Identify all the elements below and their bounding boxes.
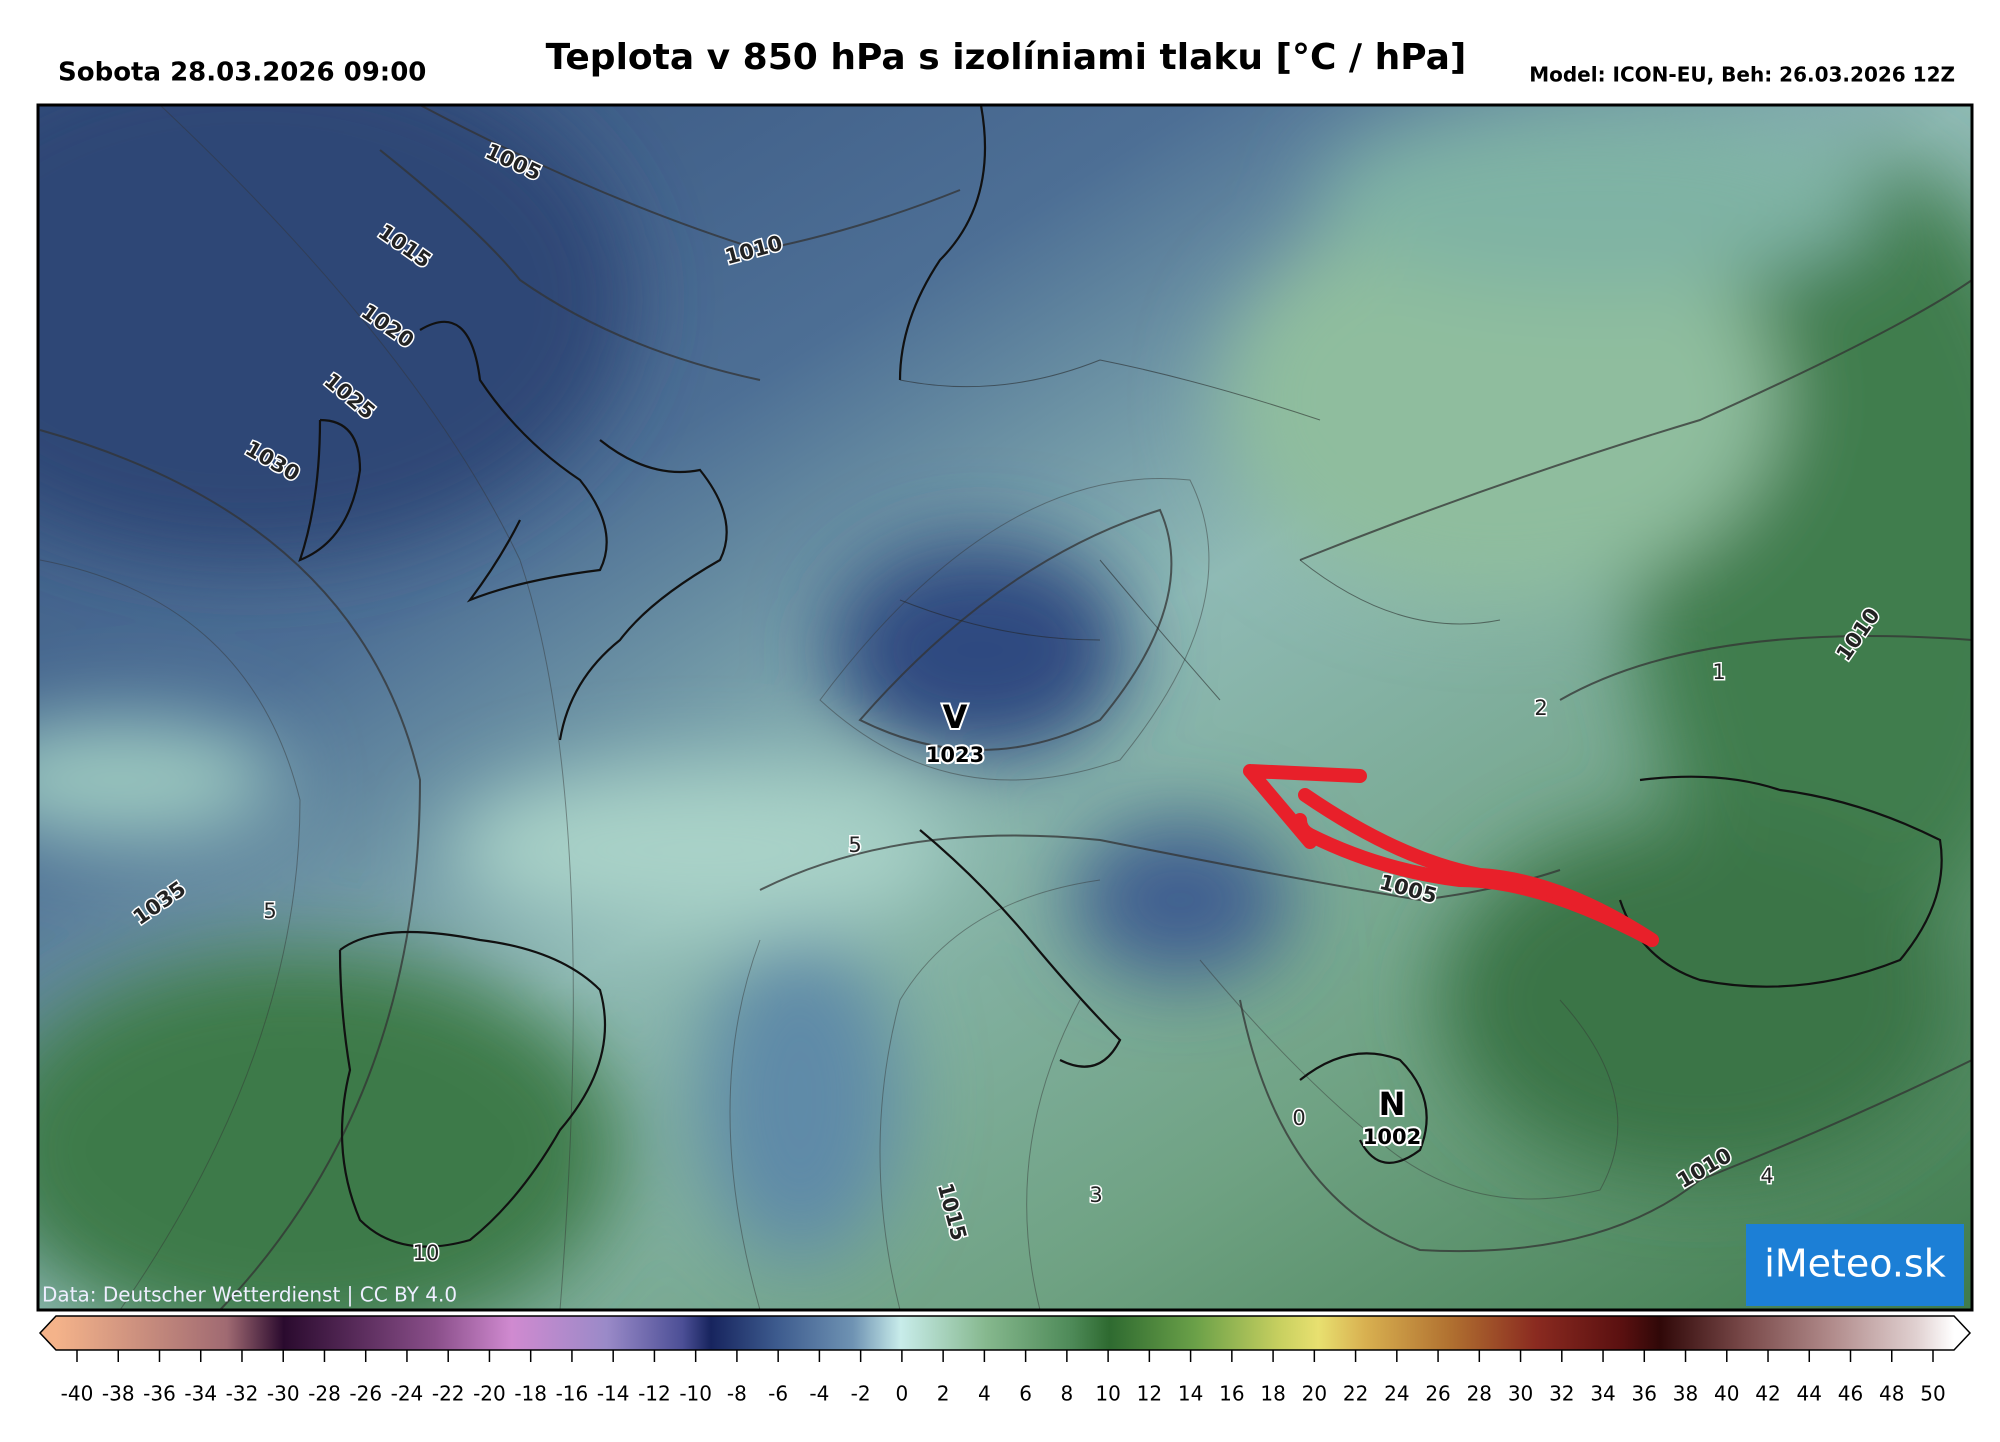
- colorbar-tick-label: 22: [1343, 1382, 1368, 1406]
- colorbar-tick-label: -12: [638, 1382, 671, 1406]
- colorbar-tick-label: -18: [514, 1382, 547, 1406]
- isotherm-label: 3: [1089, 1183, 1102, 1207]
- title: Teplota v 850 hPa s izolíniami tlaku [°C…: [546, 37, 1467, 78]
- date: Sobota 28.03.2026 09:00: [58, 58, 426, 88]
- low-center: N: [1379, 1085, 1406, 1123]
- colorbar-tick-label: 46: [1838, 1382, 1863, 1406]
- isotherm-label: 2: [1534, 696, 1547, 720]
- colorbar-tick-label: -8: [727, 1382, 747, 1406]
- colorbar-tick-label: 24: [1384, 1382, 1409, 1406]
- colorbar-tick-label: 14: [1178, 1382, 1203, 1406]
- colorbar-tick-label: 34: [1590, 1382, 1615, 1406]
- colorbar-tick-label: 48: [1879, 1382, 1904, 1406]
- colorbar-tick-label: 0: [896, 1382, 909, 1406]
- high-center: V: [943, 698, 968, 736]
- colorbar-tick-label: 2: [937, 1382, 950, 1406]
- colorbar-tick-label: 4: [978, 1382, 991, 1406]
- colorbar-tick-label: 18: [1260, 1382, 1285, 1406]
- colorbar-tick-label: 44: [1797, 1382, 1822, 1406]
- logo-box: [1746, 1224, 1964, 1306]
- colorbar-tick-label: 40: [1714, 1382, 1739, 1406]
- low-pressure: 1002: [1363, 1125, 1421, 1149]
- colorbar-tick-label: -2: [851, 1382, 871, 1406]
- colorbar-tick-label: -14: [597, 1382, 630, 1406]
- colorbar-tick-label: -24: [391, 1382, 424, 1406]
- logo[interactable]: iMeteo.sk: [1746, 1224, 1964, 1306]
- map: [38, 105, 1972, 1310]
- colorbar-ticks: -40 -38 -36 -34 -32 -30 -28 -26 -24 -22 -20 -18 -16-…: [61, 1350, 1946, 1406]
- isotherm-label: 1: [1712, 660, 1725, 684]
- colorbar-tick-label: 50: [1920, 1382, 1945, 1406]
- colorbar-tick-label: -22: [432, 1382, 465, 1406]
- colorbar-tick-label: -16: [556, 1382, 589, 1406]
- isotherm-label: 0: [1292, 1106, 1305, 1130]
- colorbar-tick-label: 30: [1508, 1382, 1533, 1406]
- colorbar-tick-label: 12: [1137, 1382, 1162, 1406]
- colorbar-tick-label: -36: [143, 1382, 176, 1406]
- colorbar-tick-label: -28: [308, 1382, 341, 1406]
- colorbar-tick-label: -30: [267, 1382, 300, 1406]
- colorbar-tick-label: 42: [1755, 1382, 1780, 1406]
- isotherm-label: 4: [1760, 1164, 1773, 1188]
- colorbar-tick-label: -6: [768, 1382, 788, 1406]
- colorbar-tick-label: 8: [1060, 1382, 1073, 1406]
- colorbar-tick-label: 6: [1019, 1382, 1032, 1406]
- colorbar-tick-label: -4: [809, 1382, 829, 1406]
- isotherm-label: 5: [263, 899, 276, 923]
- map-frame: [36, 103, 1974, 1312]
- colorbar-tick-label: 16: [1219, 1382, 1244, 1406]
- colorbar-tick-label: 32: [1549, 1382, 1574, 1406]
- logo-text: iMeteo.sk: [1764, 1242, 1945, 1286]
- colorbar-tick-label: -32: [226, 1382, 259, 1406]
- colorbar-tick-label: 10: [1095, 1382, 1120, 1406]
- colorbar-tick-label: 38: [1673, 1382, 1698, 1406]
- isotherm-label: 10: [413, 1241, 440, 1265]
- colorbar-tick-label: -26: [349, 1382, 382, 1406]
- isotherm-label: 5: [848, 833, 861, 857]
- colorbar-tick-label: -40: [61, 1382, 94, 1406]
- high-pressure: 1023: [926, 743, 984, 767]
- colorbar-tick-label: -20: [473, 1382, 506, 1406]
- colorbar-tick-label: -34: [184, 1382, 217, 1406]
- colorbar-body: [38, 1315, 1972, 1351]
- colorbar-tick-label: 26: [1425, 1382, 1450, 1406]
- colorbar-tick-label: 36: [1632, 1382, 1657, 1406]
- colorbar-tick-label: -10: [679, 1382, 712, 1406]
- colorbar-tick-label: -38: [102, 1382, 135, 1406]
- colorbar-tick-label: 20: [1302, 1382, 1327, 1406]
- attribution: Data: Deutscher Wetterdienst | CC BY 4.0: [42, 1283, 457, 1307]
- colorbar: -40 -38 -36 -34 -32 -30 -28 -26 -24 -22 -20 -18 -16-…: [38, 1315, 1972, 1406]
- colorbar-tick-label: 28: [1467, 1382, 1492, 1406]
- model-info: Model: ICON-EU, Beh: 26.03.2026 12Z: [1529, 63, 1955, 87]
